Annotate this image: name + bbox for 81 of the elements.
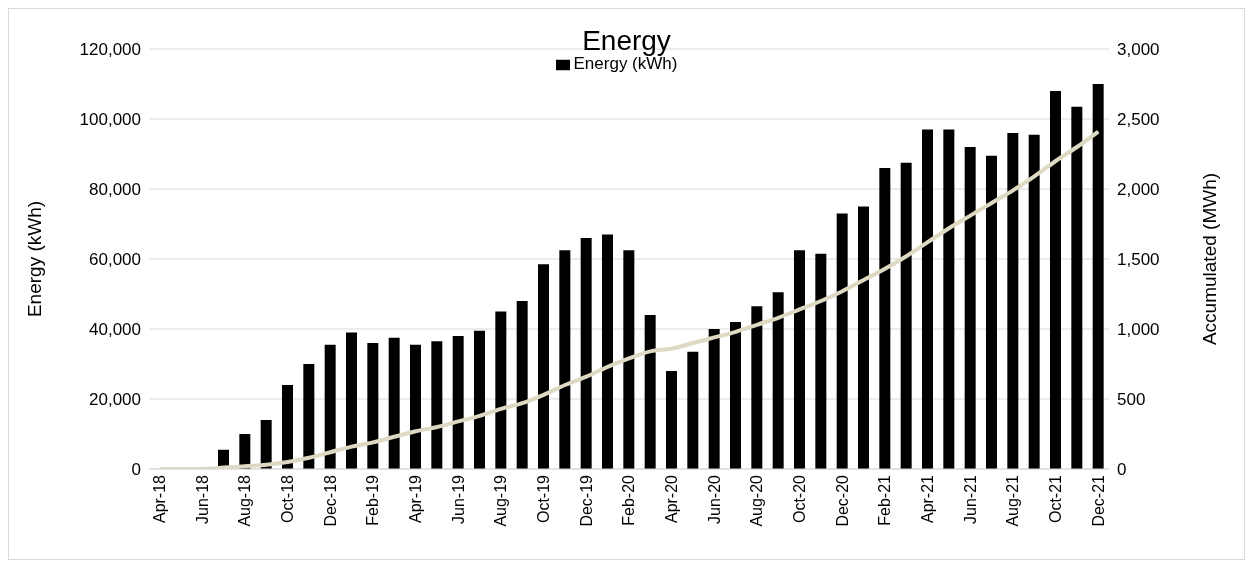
bar [410,344,421,469]
y-tick-label: 20,000 [89,390,141,410]
x-tick-label: Jun-18 [193,474,211,524]
bar [1007,133,1019,469]
x-tick-label: Feb-20 [620,474,638,526]
bar [1028,134,1040,469]
bar [730,322,741,469]
bar [1071,106,1083,469]
bar [559,250,571,469]
y2-tick-label: 500 [1117,390,1146,410]
x-tick-label: Feb-19 [364,474,382,526]
bar [1050,91,1061,469]
y2-tick-label: 3,000 [1117,40,1160,60]
x-tick-label: Apr-21 [919,474,937,524]
bar [474,330,485,469]
line-series [157,129,1101,469]
bar [751,306,763,469]
bar [772,292,784,469]
bar [602,234,613,469]
y-tick-label: 0 [131,460,141,480]
bar [1092,84,1104,469]
bar [324,344,336,469]
x-tick-label: Dec-18 [321,474,339,527]
x-tick-label: Oct-19 [535,474,553,524]
bar [388,337,400,469]
x-tick-label: Aug-21 [1004,474,1022,527]
bar [986,155,997,469]
x-tick-label: Dec-19 [577,474,595,527]
bar [580,238,592,469]
bar [367,343,379,469]
y2-tick-label: 0 [1117,460,1127,480]
y2-tick-label: 2,000 [1117,180,1160,200]
chart-title: Energy [582,25,671,56]
x-tick-label: Aug-18 [236,474,254,527]
bar [943,129,955,469]
bar [516,301,528,469]
bar [964,147,976,469]
bar [836,213,848,469]
x-tick-label: Jun-19 [449,474,467,524]
x-tick-label: Feb-21 [876,474,894,526]
x-tick-label: Jun-20 [705,474,723,524]
x-tick-label: Jun-21 [961,474,979,524]
bar [495,311,507,469]
x-tick-label: Oct-18 [279,474,297,524]
bar [708,329,720,469]
y-tick-label: 100,000 [79,110,141,130]
y2-axis-title: Accumulated (MWh) [1198,172,1220,346]
y2-tick-label: 1,500 [1117,250,1160,270]
bar [900,162,912,469]
y-tick-label: 80,000 [89,180,141,200]
bar [623,250,635,469]
x-tick-label: Dec-20 [833,474,851,527]
x-tick-label: Aug-19 [492,474,510,527]
bar [687,351,699,469]
bar [260,420,272,469]
bar [431,341,443,469]
x-tick-label: Apr-20 [663,474,681,524]
x-tick-label: Dec-21 [1089,474,1107,527]
y2-tick-label: 2,500 [1117,110,1160,130]
x-tick-label: Aug-20 [748,474,766,527]
bar [666,371,677,469]
x-tick-label: Apr-19 [407,474,425,524]
y-tick-label: 120,000 [79,40,141,60]
bar [452,336,464,469]
bar [282,385,293,469]
bar [858,206,869,469]
bar [644,315,656,469]
bar [794,250,805,469]
y2-tick-label: 1,000 [1117,320,1160,340]
x-tick-label: Oct-20 [791,474,809,524]
bar [815,253,827,469]
x-tick-label: Apr-18 [151,474,169,524]
bar [538,264,549,469]
y-tick-label: 60,000 [89,250,141,270]
bar [346,332,357,469]
bar [922,129,933,469]
y-tick-label: 40,000 [89,320,141,340]
y-axis-title: Energy (kWh) [23,200,45,318]
bar [879,168,891,469]
bar [303,364,315,469]
x-tick-label: Oct-21 [1047,474,1065,524]
